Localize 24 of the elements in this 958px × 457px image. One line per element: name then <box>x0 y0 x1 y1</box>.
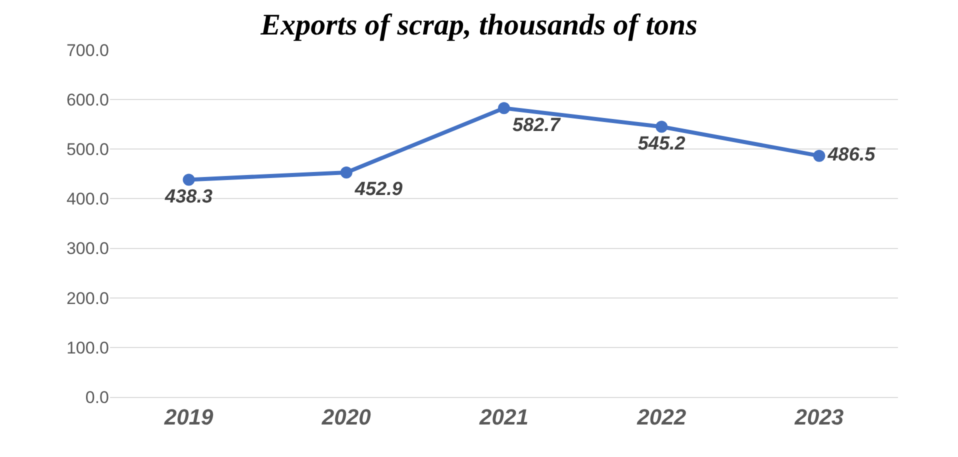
x-tick-label: 2022 <box>636 404 687 430</box>
data-label: 486.5 <box>826 144 876 166</box>
y-tick-label: 100.0 <box>66 338 109 358</box>
y-tick-label: 600.0 <box>66 90 109 110</box>
y-tick-label: 300.0 <box>66 239 109 258</box>
y-tick-label: 200.0 <box>66 288 109 308</box>
point <box>182 174 195 186</box>
x-tick-label: 2023 <box>794 404 844 430</box>
chart-title: Exports of scrap, thousands of tons <box>260 8 698 42</box>
data-label: 438.3 <box>164 186 214 208</box>
data-label: 582.7 <box>512 114 562 136</box>
data-label: 452.9 <box>354 179 403 200</box>
y-tick-label: 700.0 <box>66 40 109 60</box>
point <box>340 166 352 178</box>
y-tick-label: 0.0 <box>85 388 109 407</box>
y-tick-label: 400.0 <box>66 190 109 209</box>
point <box>813 150 826 162</box>
point <box>498 102 510 114</box>
y-tick-label: 500.0 <box>66 140 109 160</box>
x-tick-label: 2019 <box>163 404 214 430</box>
x-tick-label: 2020 <box>320 404 372 430</box>
x-tick-label: 2021 <box>478 404 528 430</box>
point <box>656 120 668 133</box>
data-label: 545.2 <box>638 133 686 154</box>
